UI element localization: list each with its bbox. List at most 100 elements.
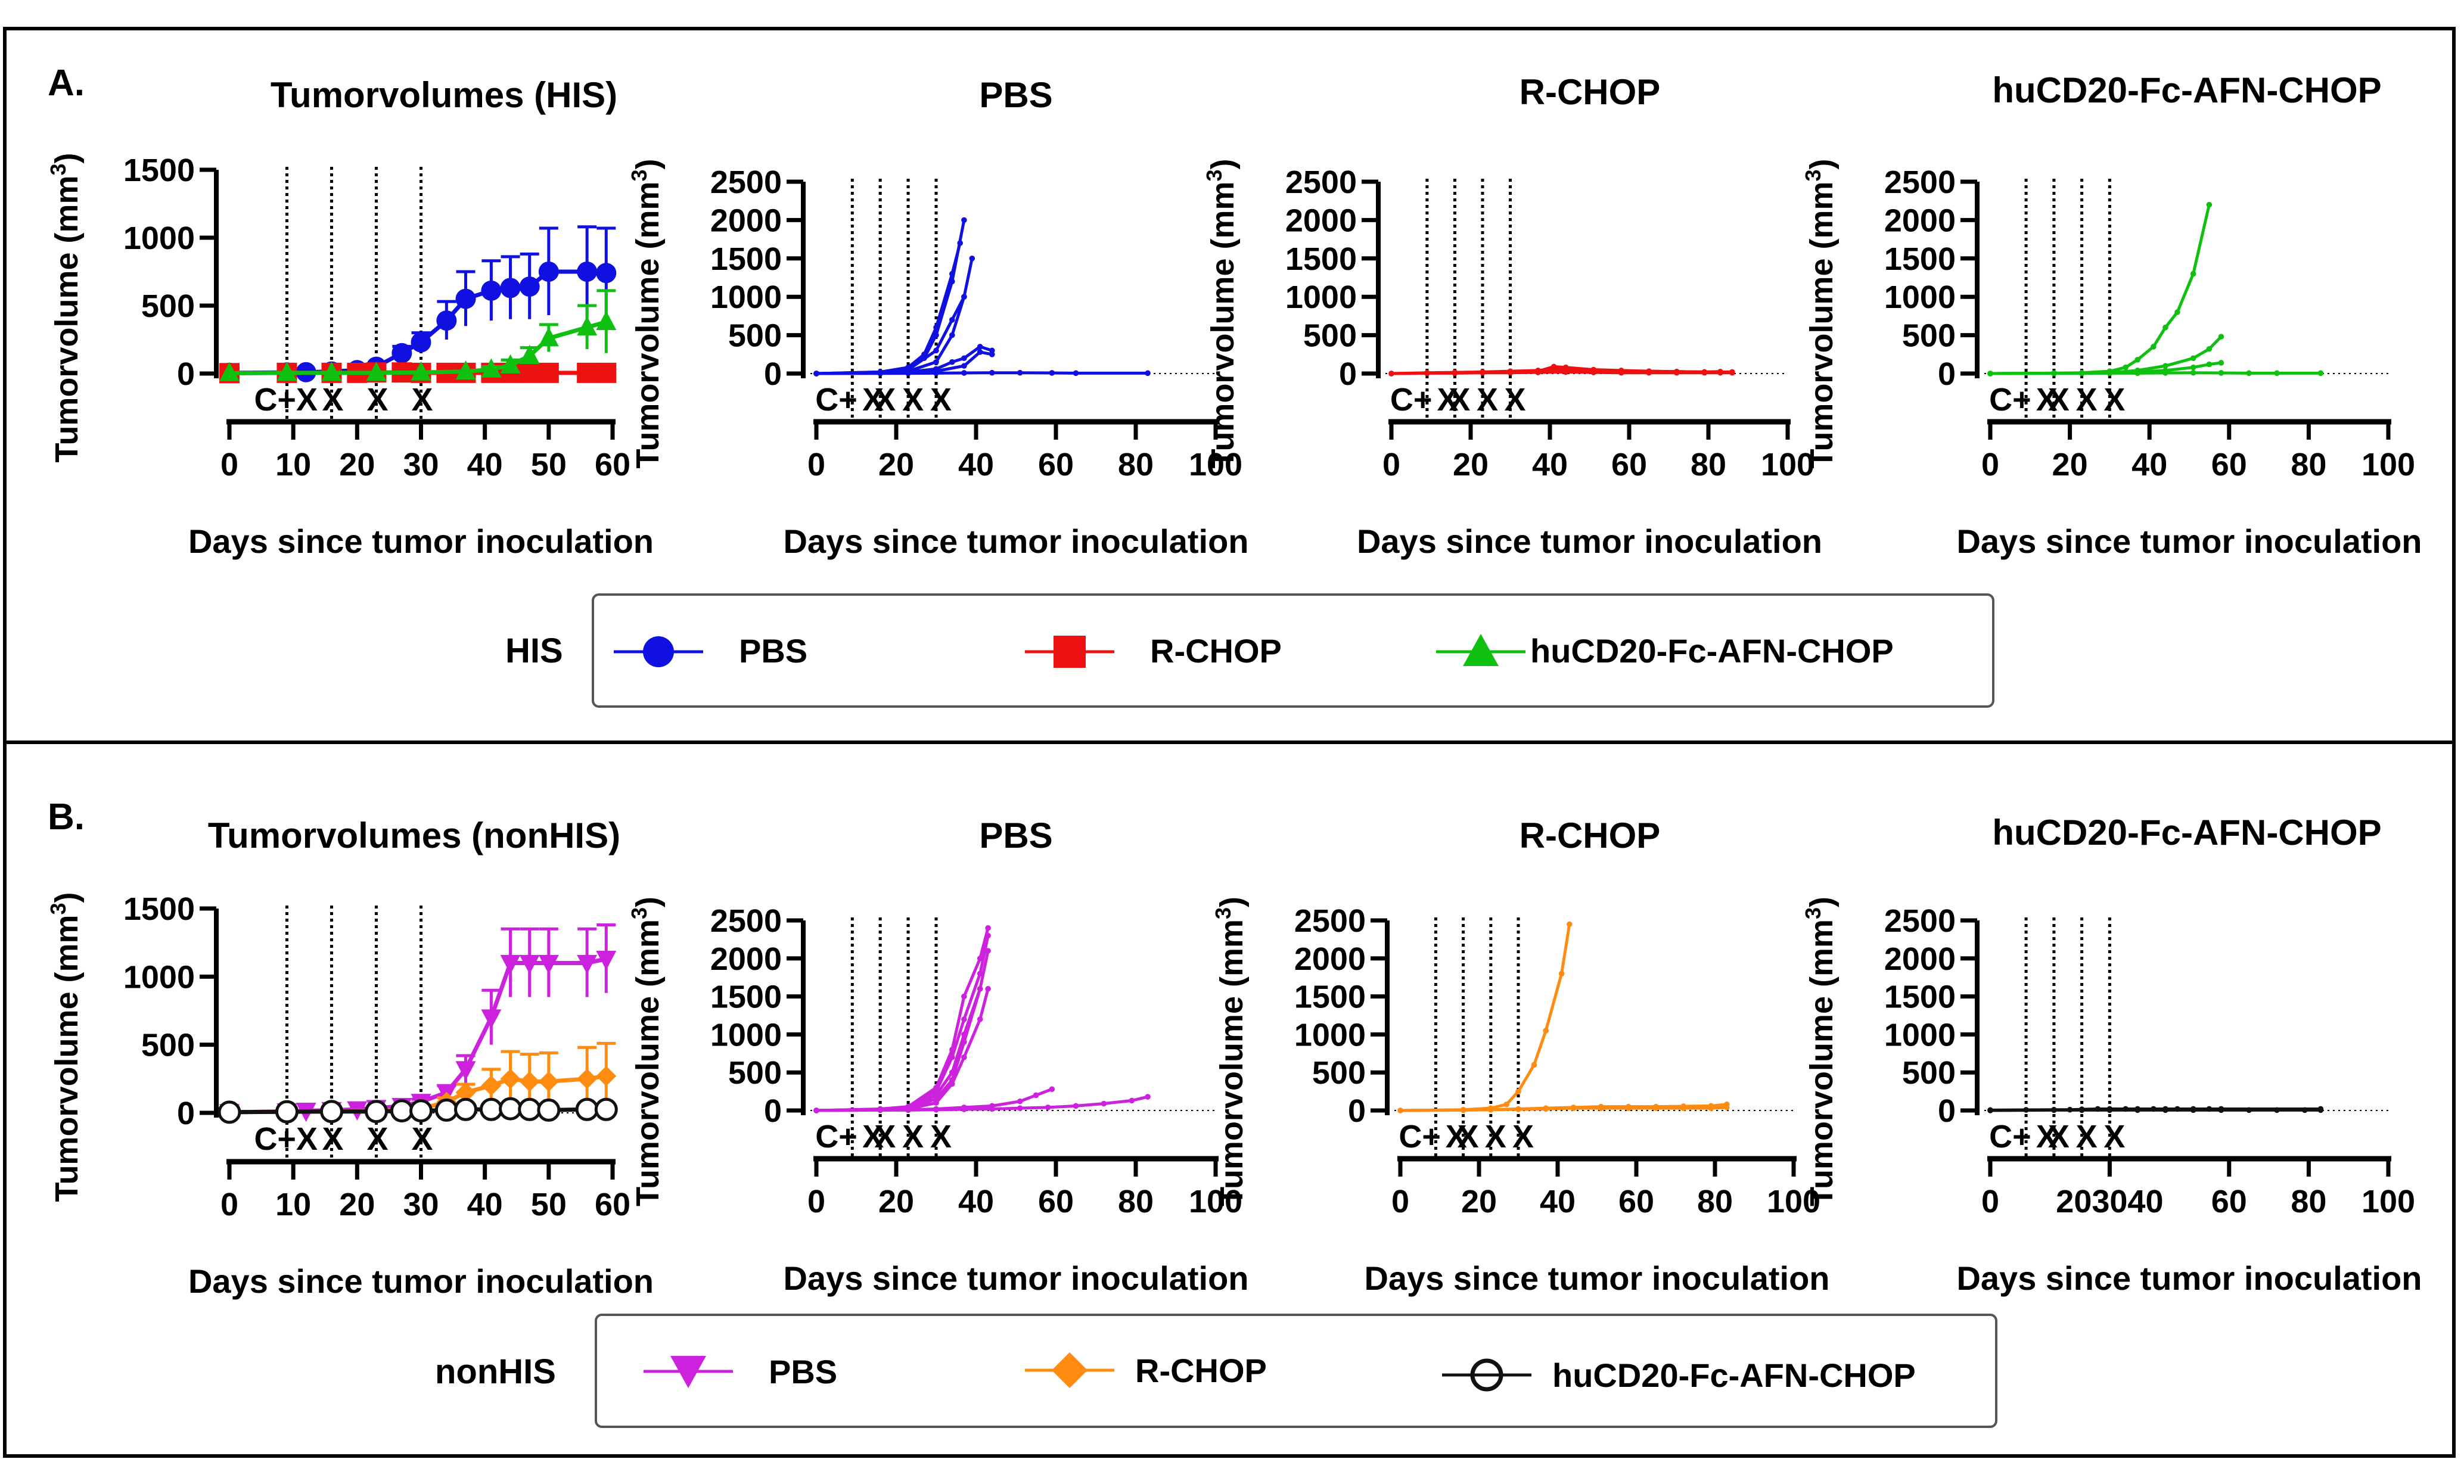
data-point [877,1107,883,1113]
data-point [949,1054,955,1060]
data-point [961,217,967,223]
x-tick-label: 40 [958,1184,994,1219]
y-tick-label: 500 [1312,1055,1366,1091]
treatment-label: X [2103,382,2125,418]
data-point [2174,309,2180,315]
data-point [481,1009,502,1029]
data-point [1562,369,1569,375]
data-point [2190,364,2196,371]
data-point [1017,1098,1023,1105]
data-point [985,948,991,954]
x-tick-label: 60 [1611,447,1647,483]
data-point [2218,360,2224,366]
x-tick-label: 100 [2362,447,2415,483]
data-point [1388,371,1394,377]
y-tick-label: 0 [764,1093,782,1129]
data-point [1507,369,1514,376]
data-point [481,1075,502,1096]
chart-title: huCD20-Fc-AFN-CHOP [1992,813,2381,853]
data-point [575,1097,599,1121]
data-point [1460,1107,1466,1113]
data-point [949,332,955,338]
x-tick-label: 60 [1038,447,1074,483]
chart-7: huCD20-Fc-AFN-CHOP05001000150020002500Tu… [1801,813,2422,1297]
y-tick-label: 1500 [1294,979,1366,1015]
y-axis-label: Tumorvolume (mm3) [46,892,85,1202]
data-point [1488,1106,1494,1113]
treatment-label: C+ [1989,1119,2031,1155]
data-point [977,986,983,992]
series-hucd20-fc-afn-chop [217,1097,618,1124]
data-point [933,370,939,377]
y-tick-label: 500 [1303,318,1357,354]
y-tick-label: 0 [1348,1093,1366,1129]
series-r-chop-1 [1397,921,1573,1113]
y-tick-label: 500 [1902,1055,1956,1091]
treatment-label: X [1446,1119,1467,1155]
legend-his: HIS PBS R-CHOP huCD20-Fc-AFN-CHOP [505,593,1994,708]
data-point [961,294,967,300]
chart-title: PBS [979,816,1052,855]
data-point [2162,370,2168,376]
data-point [933,1106,939,1113]
treatment-label: X [1512,1119,1534,1155]
y-tick-label: 1000 [1285,279,1357,315]
data-point [390,1099,414,1123]
data-point [933,1100,939,1106]
series-pbs [219,225,617,383]
data-point [2274,370,2280,377]
series-line [816,258,974,375]
data-point [2301,1107,2308,1113]
data-point [961,1054,967,1060]
charts: Tumorvolumes (HIS)050010001500Tumorvolum… [46,70,2422,1300]
y-tick-label: 1000 [1884,1017,1956,1053]
data-point [321,362,342,381]
series-afn-2 [1987,1107,2324,1113]
data-point [2190,270,2196,277]
x-tick-label: 20 [2052,447,2088,483]
x-axis-label: Days since tumor inoculation [783,1259,1248,1297]
legend-his-label-afn: huCD20-Fc-AFN-CHOP [1530,632,1894,670]
data-point [2162,324,2168,331]
data-point [1551,363,1557,370]
x-tick-label: 20 [339,1187,375,1222]
treatment-label: X [930,1119,952,1155]
data-point [538,362,559,383]
y-tick-label: 1000 [123,959,195,995]
chart-title: PBS [979,75,1052,115]
treatment-label: X [2036,1119,2058,1155]
y-tick-label: 2500 [710,164,782,200]
data-point [1101,1100,1107,1107]
data-point [481,358,502,378]
x-tick-label: 20 [1453,447,1489,483]
x-tick-label: 0 [1391,1184,1409,1219]
data-point [1646,369,1652,376]
x-tick-label: 0 [1981,1184,1999,1219]
data-point [594,1097,618,1121]
data-point [977,1016,983,1022]
x-tick-label: 20 [878,447,914,483]
treatment-label: C+ [1989,382,2031,418]
series-line [816,242,962,375]
data-point [518,1097,542,1121]
y-tick-label: 1500 [710,241,782,277]
data-point [577,1068,598,1089]
data-point [538,954,559,975]
treatment-label: C+ [1390,382,1433,418]
y-tick-label: 0 [177,1096,195,1131]
y-tick-label: 2000 [1884,203,1956,238]
x-tick-label: 0 [807,447,825,483]
legend-his-label-rchop: R-CHOP [1150,632,1282,670]
y-tick-label: 0 [177,356,195,392]
data-point [500,278,521,298]
data-point [500,954,521,975]
data-point [2190,369,2196,376]
data-point [2134,370,2140,377]
y-tick-label: 0 [1938,1093,1956,1129]
treatment-label: X [1437,382,1458,418]
x-tick-label: 80 [1697,1184,1733,1219]
x-tick-label: 20 [1461,1184,1497,1219]
data-point [985,925,991,931]
y-axis-label: Tumorvolume (mm3) [1801,897,1840,1206]
data-point [1049,370,1055,376]
